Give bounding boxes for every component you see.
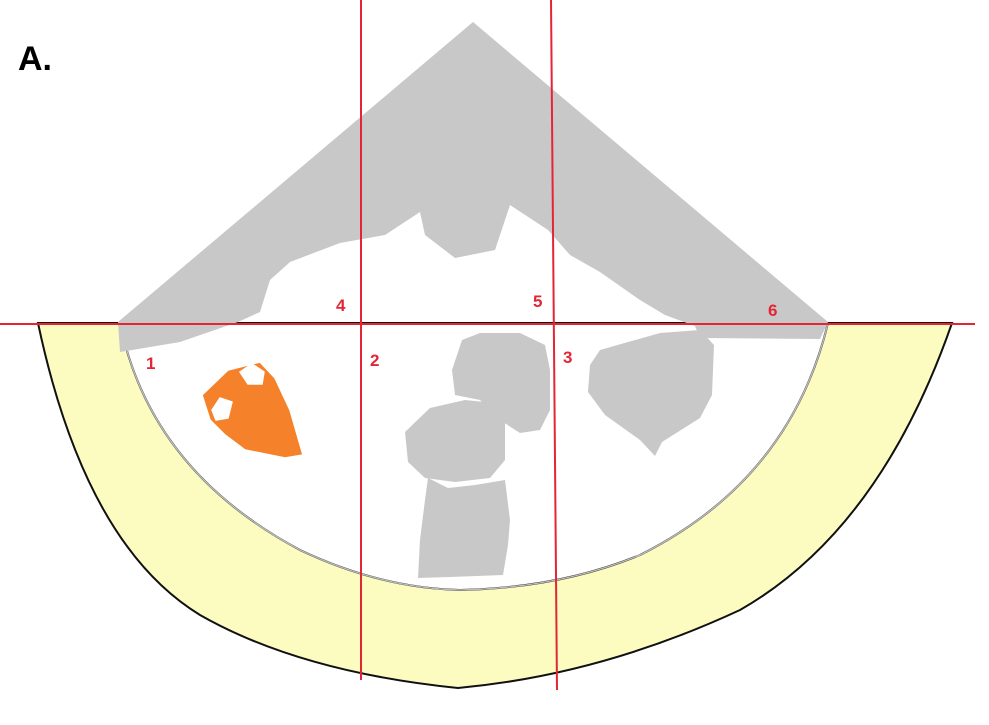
panel-label: A. bbox=[18, 40, 52, 78]
region-label-4: 4 bbox=[336, 296, 346, 315]
central-middle-blob bbox=[405, 400, 505, 482]
region-label-1: 1 bbox=[146, 354, 155, 373]
vertical-guide-line-right bbox=[550, 0, 558, 691]
right-gray-blob bbox=[588, 330, 714, 456]
inner-band-boundary bbox=[119, 322, 829, 591]
region-label-5: 5 bbox=[533, 292, 542, 311]
region-label-2: 2 bbox=[370, 351, 379, 370]
region-label-3: 3 bbox=[563, 348, 572, 367]
upper-triangle-structure bbox=[118, 22, 828, 352]
central-lower-column bbox=[418, 478, 510, 578]
orange-highlight-structure bbox=[201, 361, 304, 459]
central-upper-blob bbox=[452, 333, 550, 433]
region-label-6: 6 bbox=[768, 301, 777, 320]
